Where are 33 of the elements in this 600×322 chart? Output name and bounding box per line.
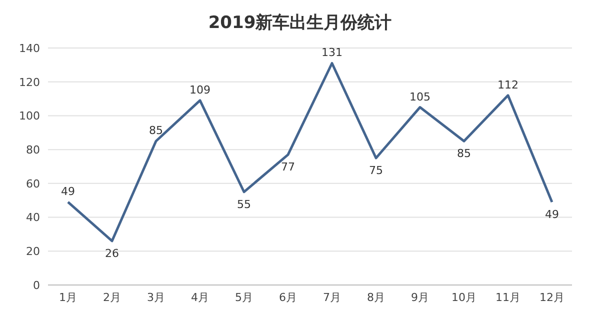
y-tick-label: 60	[26, 177, 40, 190]
y-tick-label: 80	[26, 143, 40, 156]
data-label: 105	[410, 90, 430, 104]
data-label: 131	[322, 46, 342, 60]
y-tick-label: 120	[19, 76, 40, 89]
data-label: 49	[61, 185, 75, 198]
x-tick-label: 10月	[452, 290, 476, 304]
y-tick-label: 100	[19, 110, 40, 123]
x-tick-label: 3月	[147, 290, 165, 304]
data-label: 77	[281, 160, 295, 174]
y-tick-label: 20	[26, 245, 40, 258]
y-tick-label: 140	[19, 42, 40, 55]
data-label: 112	[498, 78, 518, 92]
x-tick-label: 8月	[367, 290, 385, 304]
x-tick-label: 12月	[540, 290, 564, 304]
data-label: 109	[190, 83, 210, 96]
x-tick-label: 1月	[59, 290, 77, 304]
x-tick-label: 7月	[323, 290, 341, 304]
x-tick-label: 9月	[411, 290, 429, 304]
x-tick-label: 4月	[191, 290, 209, 304]
x-tick-label: 2月	[103, 290, 121, 304]
data-label: 55	[237, 198, 251, 211]
data-label: 49	[545, 208, 559, 222]
x-tick-label: 11月	[496, 290, 520, 304]
data-label: 85	[149, 124, 163, 138]
data-label: 75	[369, 164, 383, 178]
data-label: 26	[105, 246, 119, 260]
data-label: 85	[457, 147, 471, 160]
chart-title: 2019新车出生月份统计	[207, 12, 393, 35]
y-tick-label: 0	[33, 278, 40, 292]
x-tick-label: 5月	[235, 290, 253, 304]
y-tick-label: 40	[26, 211, 40, 224]
x-tick-label: 6月	[279, 290, 297, 304]
